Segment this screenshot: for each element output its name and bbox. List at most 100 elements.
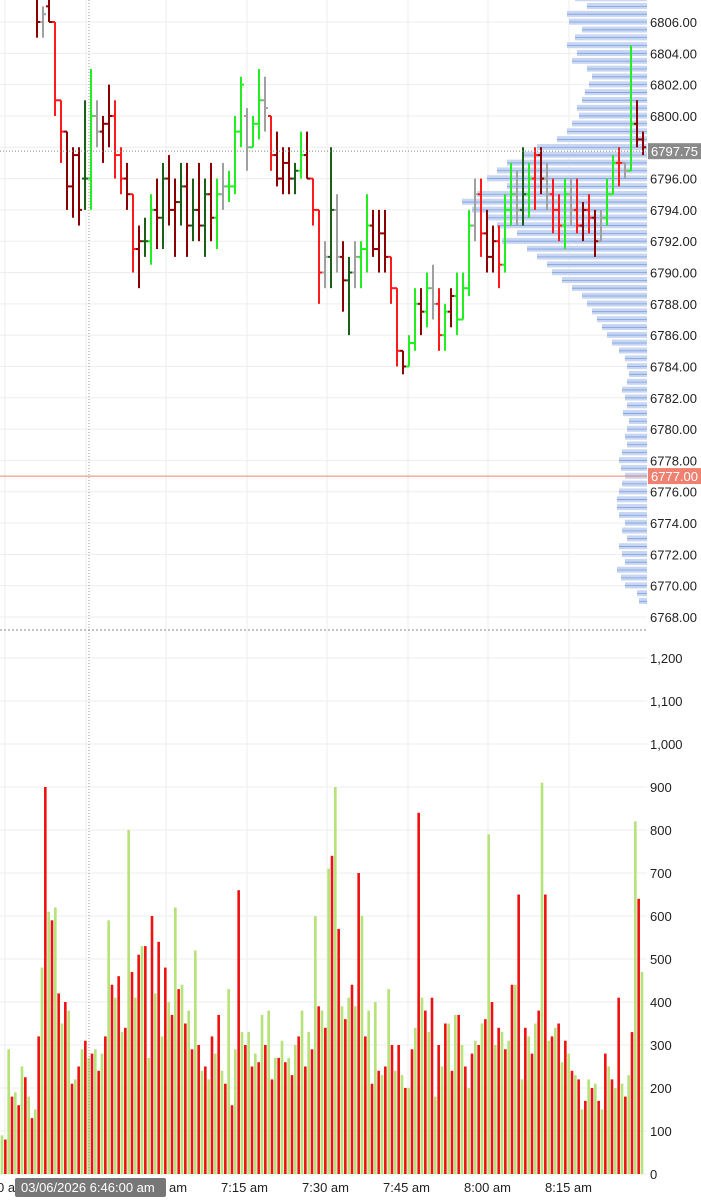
volume-bar (640, 971, 644, 1174)
time-axis[interactable]: 0 a am 7:15 am 7:30 am 7:45 am 8:00 am 8… (0, 1178, 592, 1197)
volume-bar (14, 1092, 17, 1174)
ohlc-bar (36, 0, 40, 38)
volume-bar (377, 1070, 380, 1174)
price-tick-label: 6790.00 (650, 266, 697, 281)
volume-bar (540, 782, 544, 1174)
ohlc-bar (346, 256, 352, 336)
volume-bar (207, 1079, 210, 1174)
volume-bar (90, 1053, 94, 1174)
ohlc-bar (352, 241, 358, 289)
volume-bar (444, 1023, 447, 1174)
volume-bar (134, 997, 137, 1174)
ohlc-bar (118, 147, 124, 195)
volume-bar (244, 1045, 247, 1174)
volume-bar (204, 1066, 207, 1174)
ohlc-bar (430, 264, 436, 320)
price-tick-label: 6770.00 (650, 579, 697, 594)
volume-bar (427, 1032, 430, 1174)
volume-bar (247, 1032, 250, 1174)
ohlc-bar (394, 287, 400, 367)
volume-bar (314, 916, 317, 1174)
volume-bar (460, 1045, 464, 1174)
ohlc-bars (36, 0, 646, 375)
volume-bar (497, 1027, 500, 1174)
ohlc-bar (418, 288, 424, 336)
volume-bar (54, 907, 57, 1174)
volume-bar (397, 1045, 400, 1174)
volume-bar (174, 907, 177, 1174)
volume-bar (220, 1070, 224, 1174)
volume-bar (604, 1053, 607, 1174)
price-tick-label: 6780.00 (650, 422, 697, 437)
volume-bar (454, 1014, 457, 1174)
ohlc-bar (334, 194, 340, 273)
volume-bar (357, 873, 360, 1174)
volume-bar (594, 1083, 597, 1174)
volume-bar (97, 1070, 100, 1174)
volume-tick-label: 200 (650, 1081, 672, 1096)
ohlc-bar (424, 272, 430, 328)
time-label: 7:30 am (302, 1180, 349, 1195)
volume-bar (330, 855, 334, 1174)
volume-bar (494, 1045, 497, 1174)
volume-bar (510, 984, 514, 1174)
volume-bar (504, 1049, 507, 1174)
volume-bar (637, 898, 640, 1174)
volume-bar (127, 830, 130, 1174)
price-tick-label: 6788.00 (650, 297, 697, 312)
volume-bar (420, 997, 424, 1174)
volume-bar (630, 1032, 634, 1174)
price-tick-label: 6792.00 (650, 234, 697, 249)
volume-bar (367, 1010, 370, 1174)
ohlc-bar (550, 178, 556, 234)
ohlc-bar (520, 147, 526, 226)
volume-bar (617, 997, 620, 1174)
ohlc-bar (628, 45, 634, 172)
ohlc-bar (40, 6, 46, 38)
volume-bar (144, 946, 147, 1174)
ohlc-bar (508, 162, 514, 226)
price-axis[interactable]: 6806.00 6804.00 6802.00 6800.00 6796.00 6794.… (650, 15, 697, 625)
volume-axis[interactable]: 1,200 1,100 1,000 900 800 700 600 500 400 300 200 1… (650, 651, 683, 1182)
volume-bar (40, 967, 44, 1174)
volume-bar (214, 1053, 217, 1174)
volume-bar (4, 1139, 7, 1174)
ohlc-bar (400, 349, 406, 375)
ohlc-bar (76, 147, 82, 226)
ohlc-bar (490, 225, 496, 273)
ohlc-bar (448, 288, 454, 328)
volume-bar (574, 1075, 577, 1174)
volume-bar (284, 1062, 287, 1174)
volume-tick-label: 700 (650, 866, 672, 881)
volume-bar (17, 1105, 20, 1174)
volume-tick-label: 1,100 (650, 694, 683, 709)
volume-bar (20, 1066, 24, 1174)
ohlc-bar (454, 272, 460, 336)
volume-tick-label: 300 (650, 1038, 672, 1053)
price-tick-label: 6778.00 (650, 453, 697, 468)
volume-bar (507, 1040, 510, 1174)
volume-bar (564, 1040, 567, 1174)
ohlc-bar (310, 177, 316, 226)
volume-bar (100, 1053, 104, 1174)
volume-bar (270, 1079, 274, 1174)
volume-bar (530, 1053, 534, 1174)
ohlc-bar (226, 170, 232, 203)
last-price-label: 6797.75 (651, 144, 698, 159)
time-label: 8:00 am (464, 1180, 511, 1195)
volume-bar (140, 946, 144, 1174)
ohlc-bar (562, 178, 568, 250)
price-tick-label: 6782.00 (650, 391, 697, 406)
volume-bar (624, 1096, 627, 1174)
volume-bar (600, 1109, 604, 1174)
volume-bar (550, 1036, 554, 1174)
ohlc-bar (70, 147, 76, 218)
ohlc-bar (376, 209, 382, 273)
price-tick-label: 6786.00 (650, 328, 697, 343)
reference-price-label: 6777.00 (651, 469, 698, 484)
ohlc-bar (190, 178, 196, 242)
volume-bar (44, 787, 47, 1174)
volume-bar (294, 1045, 297, 1174)
volume-bar (490, 1002, 494, 1174)
